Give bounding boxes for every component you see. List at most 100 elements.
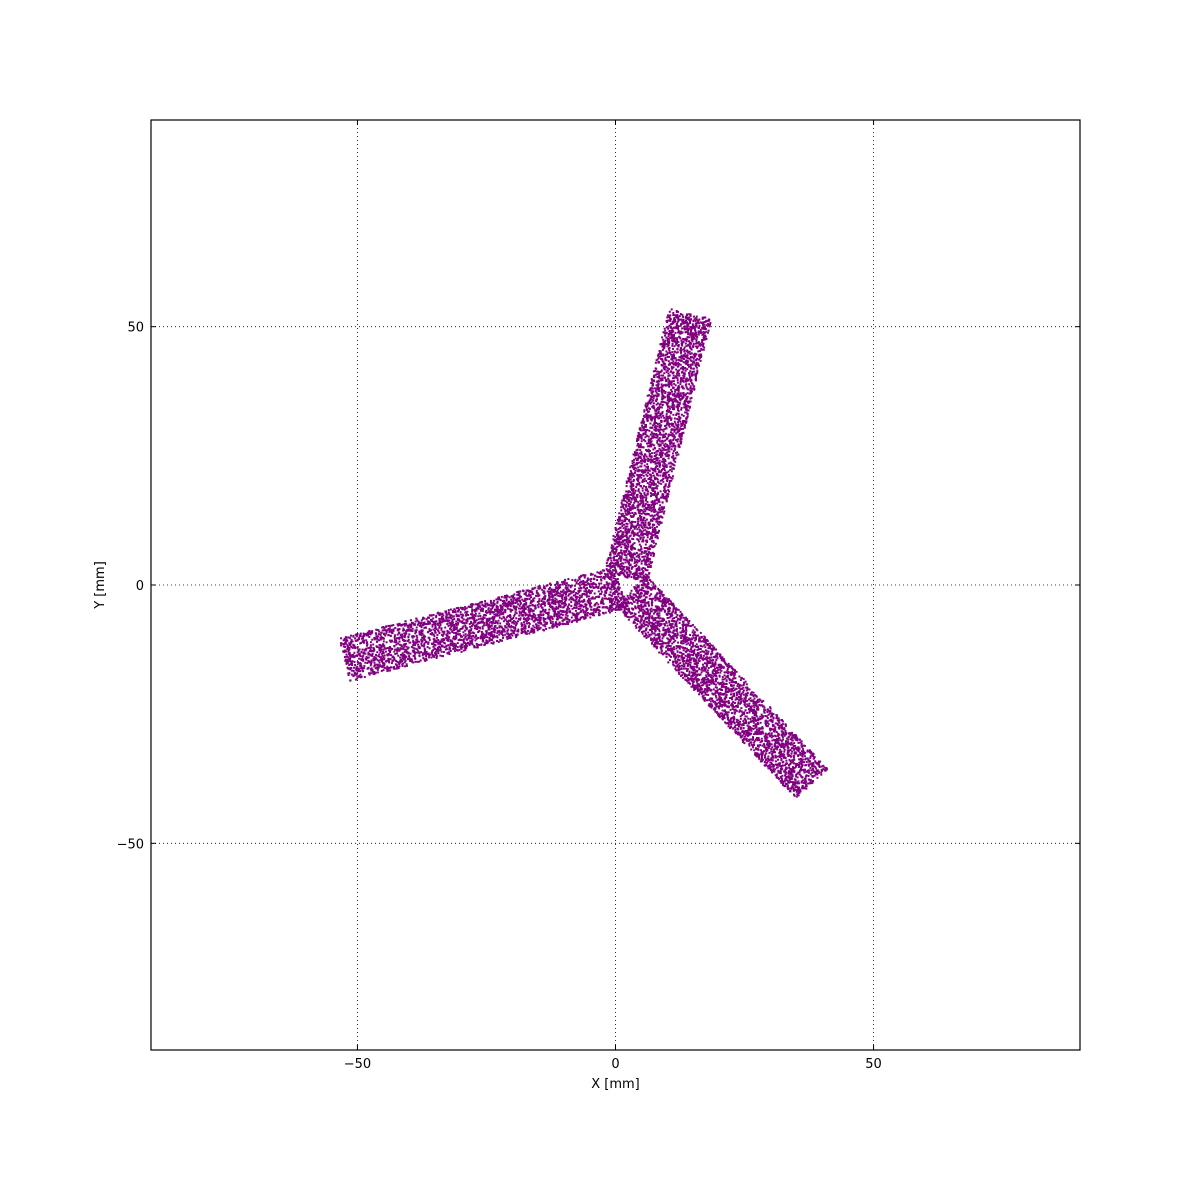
scatter-point (471, 614, 474, 617)
scatter-point (526, 613, 529, 616)
scatter-point (662, 447, 665, 450)
scatter-point (492, 642, 495, 645)
scatter-point (688, 316, 690, 319)
scatter-point (686, 326, 689, 329)
scatter-point (652, 528, 655, 531)
scatter-point (657, 361, 660, 364)
scatter-point (653, 533, 656, 536)
scatter-point (649, 387, 652, 390)
scatter-point (464, 624, 467, 627)
scatter-point (656, 380, 659, 383)
scatter-point (662, 338, 665, 341)
scatter-point (651, 546, 654, 549)
scatter-point (663, 445, 666, 448)
scatter-point (654, 476, 657, 479)
scatter-point (590, 605, 593, 608)
scatter-point (640, 462, 643, 465)
scatter-point (640, 436, 643, 439)
scatter-point (617, 586, 620, 589)
scatter-point (672, 413, 675, 416)
scatter-point (661, 479, 664, 482)
scatter-point (675, 361, 677, 364)
scatter-point (584, 603, 587, 606)
scatter-point (679, 381, 682, 383)
scatter-point (506, 637, 509, 640)
scatter-point (610, 599, 613, 601)
scatter-point (645, 530, 648, 533)
scatter-point (667, 453, 670, 456)
scatter-point (660, 440, 663, 443)
scatter-point (658, 422, 661, 425)
scatter-point (396, 633, 399, 636)
scatter-point (532, 598, 535, 601)
scatter-point (625, 480, 628, 483)
scatter-point (665, 379, 668, 382)
scatter-point (684, 320, 687, 323)
scatter-point (675, 372, 678, 375)
scatter-point (672, 380, 675, 383)
scatter-point (662, 331, 665, 334)
scatter-point (650, 417, 653, 420)
scatter-point (667, 383, 670, 386)
scatter-point (667, 374, 670, 377)
scatter-point (684, 338, 687, 340)
scatter-point (405, 655, 408, 658)
scatter-point (647, 508, 650, 511)
scatter-point (652, 435, 655, 437)
scatter-point (520, 625, 523, 628)
scatter-point (513, 606, 516, 609)
scatter-point (702, 336, 705, 339)
scatter-point (683, 346, 686, 349)
scatter-point (677, 386, 679, 389)
scatter-point (579, 581, 581, 584)
scatter-point (403, 648, 406, 651)
scatter-point (519, 595, 521, 598)
scatter-point (685, 317, 688, 320)
scatter-point (368, 673, 371, 676)
scatter-point (689, 392, 692, 395)
scatter-point (648, 469, 651, 472)
scatter-point (382, 648, 385, 651)
scatter-point (673, 464, 676, 467)
scatter-point (653, 447, 656, 450)
scatter-point (676, 365, 679, 368)
scatter-point (689, 387, 692, 390)
scatter-point (661, 439, 664, 442)
scatter-point (544, 595, 547, 598)
scatter-point (681, 387, 684, 390)
scatter-point (594, 597, 596, 600)
scatter-point (582, 611, 585, 614)
scatter-point (704, 320, 707, 323)
scatter-point (471, 616, 474, 619)
scatter-point (600, 578, 602, 581)
scatter-point (670, 332, 673, 335)
scatter-point (558, 604, 561, 607)
scatter-point (455, 613, 458, 616)
scatter-point (514, 620, 517, 623)
scatter-point (564, 598, 567, 601)
scatter-point (671, 404, 674, 407)
scatter-point (686, 401, 689, 404)
scatter-point (617, 543, 620, 545)
scatter-point (656, 388, 659, 390)
scatter-point (625, 549, 628, 552)
scatter-point (570, 616, 573, 619)
scatter-point (670, 479, 673, 482)
scatter-point (471, 638, 474, 641)
scatter-point (646, 512, 649, 515)
scatter-point (545, 621, 548, 624)
scatter-point (650, 426, 653, 429)
scatter-point (350, 634, 352, 637)
scatter-point (470, 635, 473, 638)
scatter-point (542, 617, 545, 619)
scatter-point (617, 538, 620, 541)
scatter-point (668, 415, 671, 418)
scatter-point (642, 516, 645, 519)
scatter-point (695, 345, 698, 348)
scatter-point (660, 352, 662, 355)
scatter-point (642, 446, 645, 449)
scatter-point (644, 468, 647, 471)
scatter-point (619, 529, 622, 532)
scatter-point (699, 349, 701, 352)
scatter-point (474, 634, 477, 637)
